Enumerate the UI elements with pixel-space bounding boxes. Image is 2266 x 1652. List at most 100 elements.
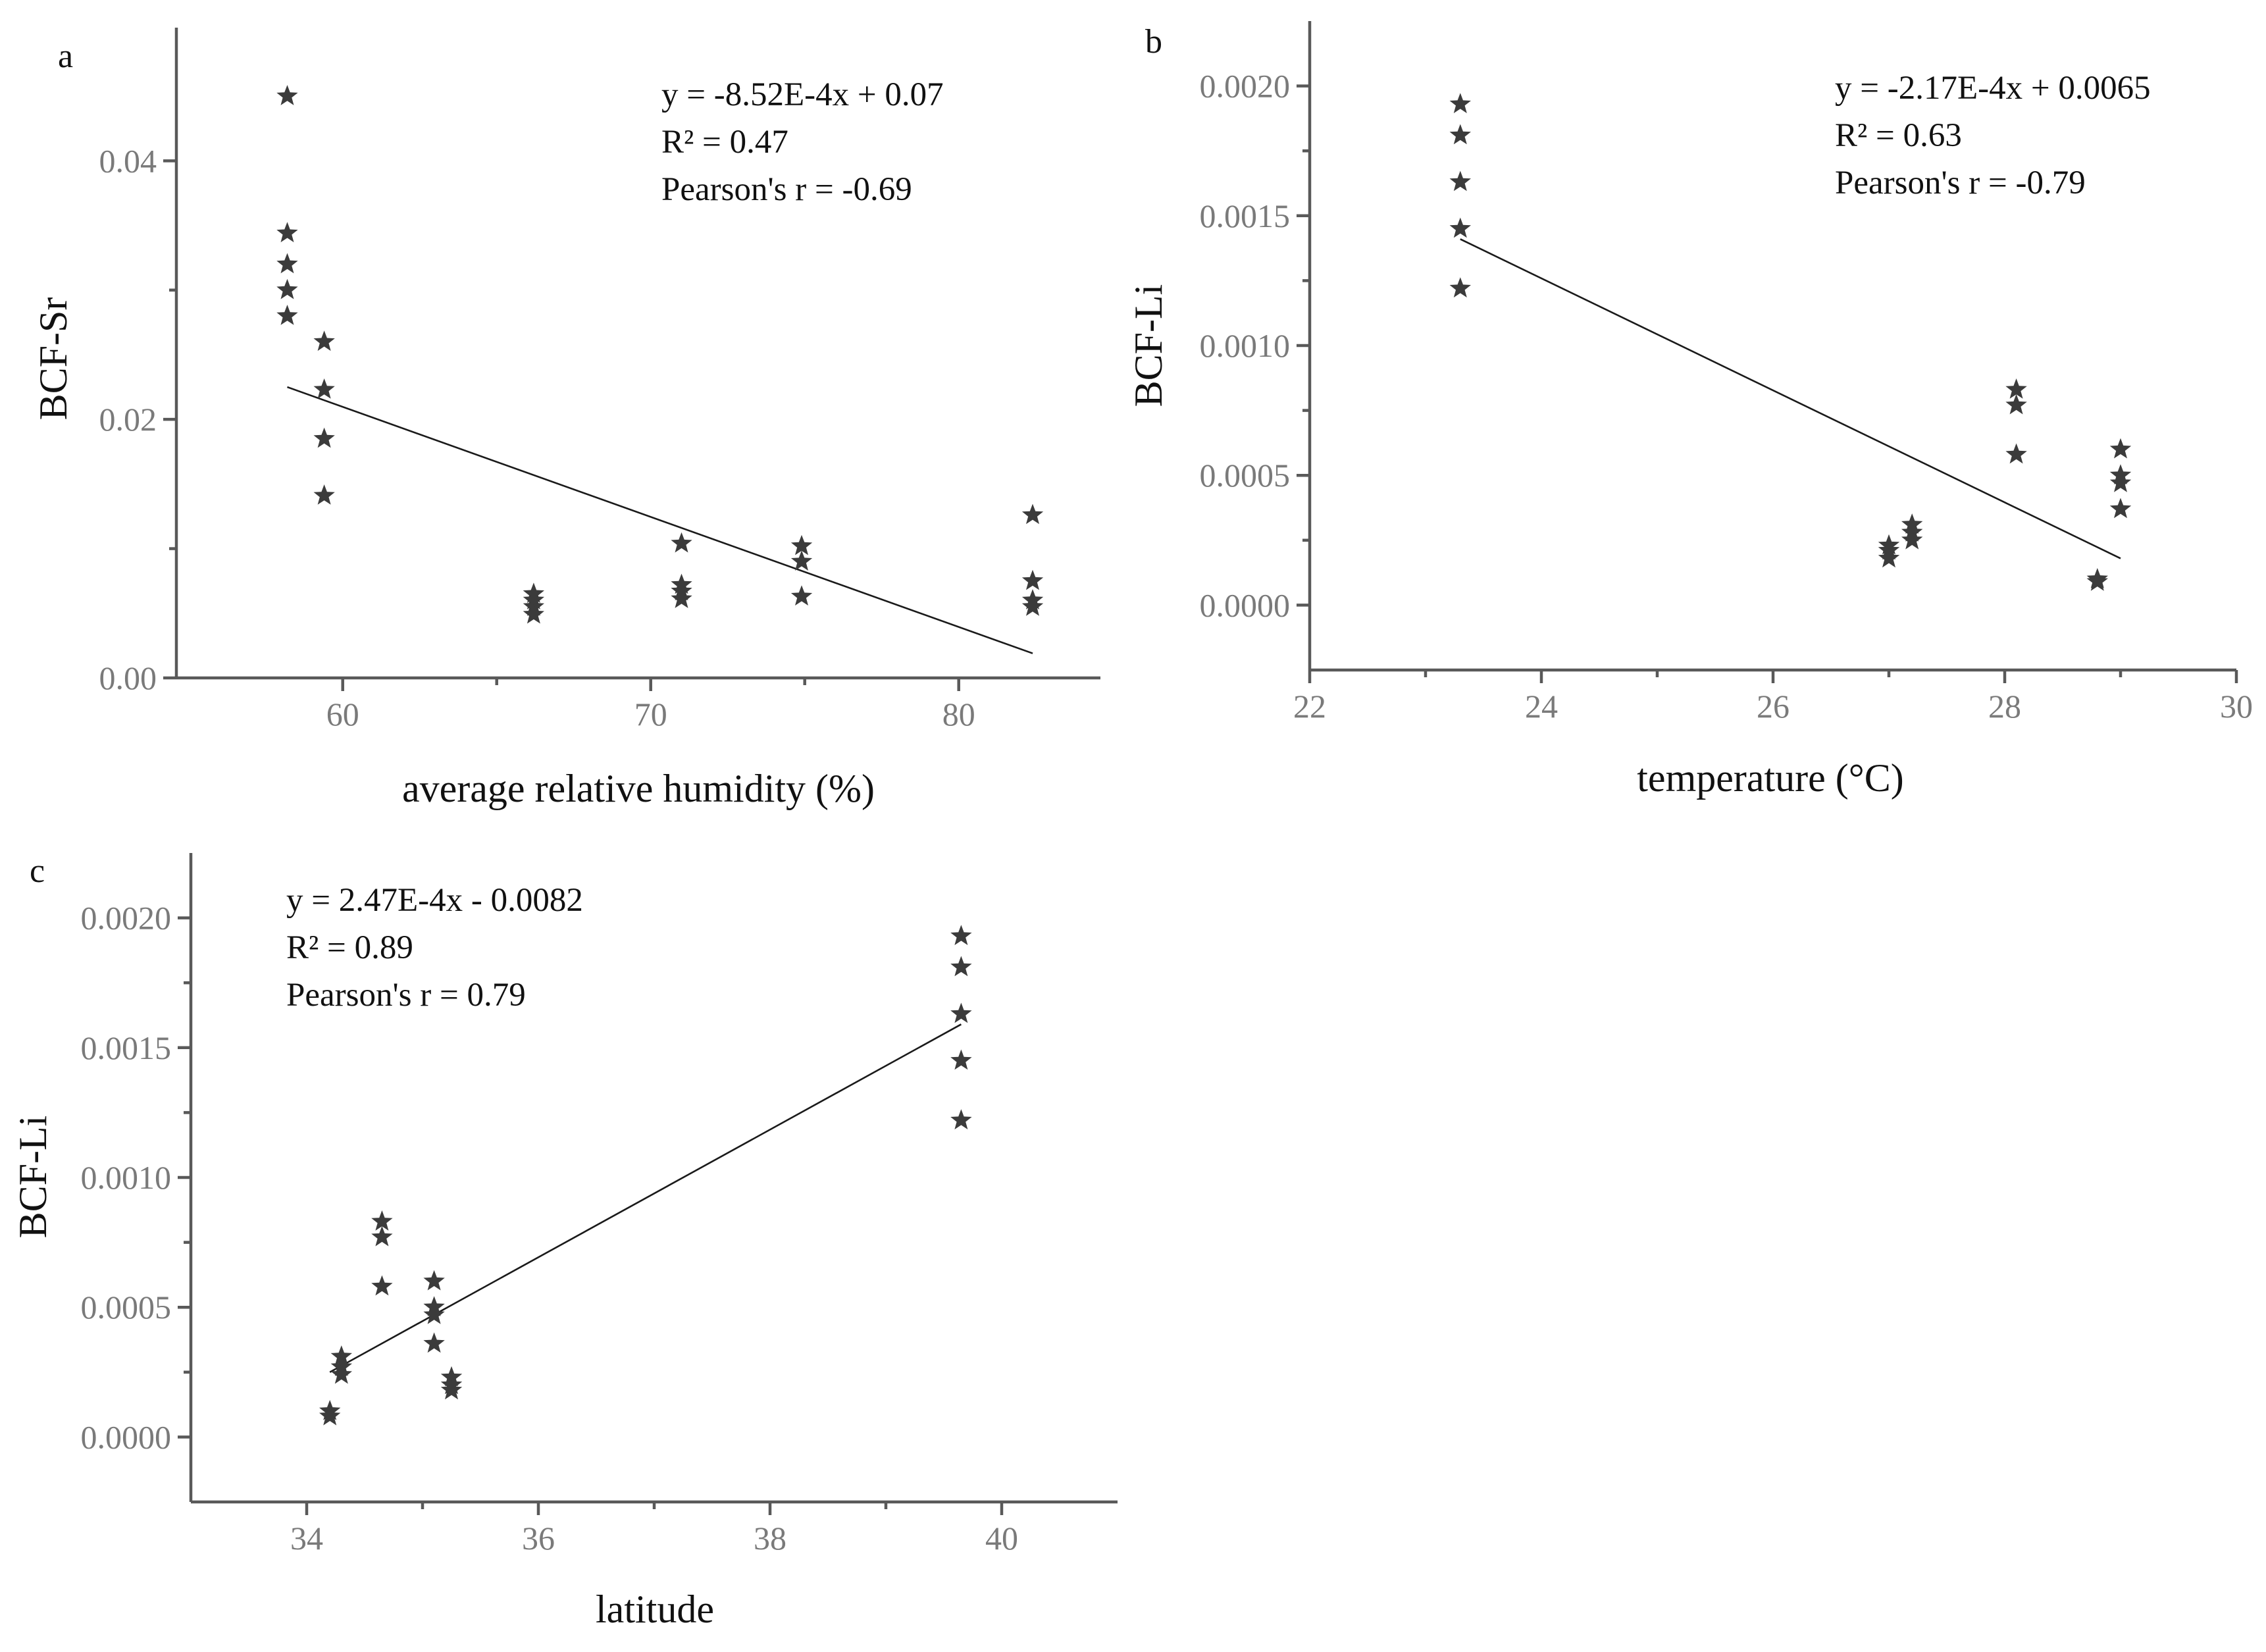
data-point-c-6 [371,1226,393,1247]
data-point-b-1 [1449,124,1471,145]
y-tick-label-c-4: 0.0020 [81,900,172,937]
x-tick-label-c-3: 40 [985,1520,1018,1557]
y-tick-label-a-2: 0.04 [99,142,157,179]
y-tick-label-c-0: 0.0000 [81,1418,172,1455]
data-point-b-11 [2005,378,2027,399]
data-point-a-18 [790,550,813,571]
data-point-b-10 [1901,529,1923,550]
data-point-a-21 [1021,569,1044,590]
data-point-a-19 [790,585,813,606]
x-axis-title-a: average relative humidity (%) [402,767,875,810]
fit-line-b [1460,238,2121,559]
data-point-c-19 [950,1109,972,1129]
pearson-r-a: Pearson's r = -0.69 [661,171,912,208]
data-point-b-0 [1449,93,1471,113]
data-point-b-7 [1878,547,1900,568]
data-point-c-4 [330,1363,352,1384]
data-point-a-5 [313,330,335,351]
data-point-a-7 [313,427,335,448]
x-axis-title-c: latitude [596,1587,714,1631]
x-tick-label-b-3: 28 [1988,688,2021,725]
data-point-c-14 [440,1379,463,1400]
panel-label-c: c [30,852,45,890]
data-point-b-16 [2109,438,2132,459]
points-b [1449,93,2132,591]
panel-a: a 60 70 80 0.00 0.02 0.04 average relative hu… [32,28,1100,810]
x-tick-label-c-2: 38 [754,1520,786,1557]
fit-line-a [287,386,1033,654]
y-tick-label-b-3: 0.0015 [1200,197,1291,234]
pearson-r-c: Pearson's r = 0.79 [286,977,526,1014]
data-point-a-1 [276,222,298,243]
points-c [319,925,972,1426]
y-tick-label-b-1: 0.0005 [1200,457,1291,494]
data-point-c-11 [423,1332,445,1353]
data-point-b-2 [1449,170,1471,192]
data-point-a-0 [276,85,298,105]
y-tick-label-a-1: 0.02 [99,401,157,438]
data-point-a-16 [671,588,692,608]
x-tick-label-b-4: 30 [2220,688,2253,725]
data-point-a-20 [1021,503,1044,525]
y-tick-label-b-0: 0.0000 [1200,586,1291,623]
x-tick-label-c-1: 36 [522,1520,555,1557]
panel-label-a: a [58,38,73,75]
pearson-r-b: Pearson's r = -0.79 [1835,165,2086,201]
data-point-c-7 [371,1275,393,1296]
data-point-a-6 [313,378,335,399]
data-point-a-13 [671,532,692,553]
y-axis-title-b: BCF-Li [1127,284,1170,407]
data-point-c-10 [423,1304,445,1324]
y-tick-label-b-4: 0.0020 [1200,68,1291,105]
r-squared-c: R² = 0.89 [286,929,413,966]
data-point-b-12 [2005,394,2027,415]
data-point-a-8 [313,484,335,505]
x-tick-label-a-2: 80 [942,696,975,733]
data-point-a-3 [276,278,298,299]
y-tick-label-c-1: 0.0005 [81,1289,172,1326]
data-point-a-2 [276,253,298,274]
data-point-c-1 [319,1405,341,1426]
data-point-a-12 [523,603,544,624]
data-point-c-15 [950,925,972,945]
y-tick-label-c-2: 0.0010 [81,1159,172,1196]
ticks-a: 60 70 80 0.00 0.02 0.04 [99,142,975,733]
ticks-c: 34 36 38 40 0.0000 0.0005 0.0010 0.0015 0.0020 [81,900,1019,1557]
x-tick-label-a-1: 70 [634,696,667,733]
x-tick-label-c-0: 34 [290,1520,323,1557]
data-point-c-5 [371,1210,393,1231]
x-tick-label-b-0: 22 [1293,688,1326,725]
y-axis-title-c: BCF-Li [11,1116,55,1239]
y-tick-label-a-0: 0.00 [99,659,157,696]
y-axis-title-a: BCF-Sr [32,297,75,421]
data-point-c-18 [950,1049,972,1070]
points-a [276,85,1044,624]
ticks-b: 22 24 26 28 30 0.0000 0.0005 0.0010 0.0015 0.0020 [1200,68,2253,725]
x-tick-label-b-1: 24 [1525,688,1558,725]
data-point-c-2 [330,1345,352,1366]
equation-a: y = -8.52E-4x + 0.07 [661,76,944,113]
data-point-a-17 [790,534,813,555]
data-point-b-13 [2005,443,2027,464]
data-point-b-18 [2109,472,2132,492]
data-point-a-23 [1021,596,1044,616]
equation-c: y = 2.47E-4x - 0.0082 [286,882,583,919]
data-point-c-8 [423,1270,445,1291]
data-point-b-4 [1449,277,1471,297]
r-squared-a: R² = 0.47 [661,124,788,161]
data-point-b-19 [2109,498,2132,519]
equation-b: y = -2.17E-4x + 0.0065 [1835,70,2151,107]
r-squared-b: R² = 0.63 [1835,117,1962,154]
data-point-b-15 [2086,570,2108,591]
panel-c: c 34 36 38 40 0.0000 0.0005 0.0010 0.0015 0.0020… [11,852,1118,1631]
x-tick-label-a-0: 60 [326,696,359,733]
data-point-a-4 [276,305,298,325]
data-point-c-16 [950,956,972,977]
y-tick-label-b-2: 0.0010 [1200,327,1291,364]
data-point-b-3 [1449,217,1471,238]
x-axis-title-b: temperature (°C) [1637,756,1903,800]
data-point-c-17 [950,1002,972,1023]
y-tick-label-c-3: 0.0015 [81,1029,172,1066]
panel-b: b 22 24 26 28 30 0.0000 0.0005 0.0010 0.0015 0.00… [1127,21,2253,800]
